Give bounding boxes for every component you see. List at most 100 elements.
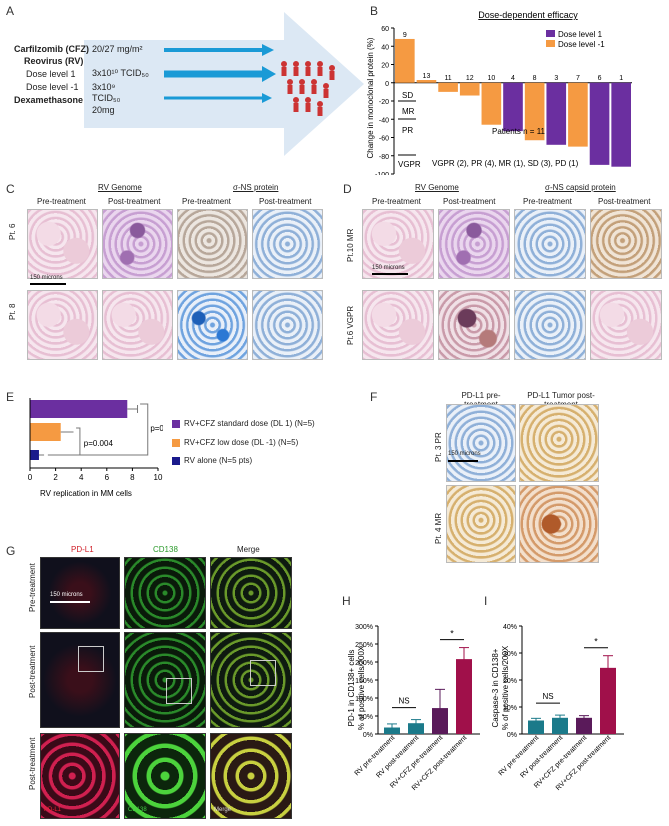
panel-label-h: H	[342, 594, 351, 608]
chart-e-xtick-label: 4	[79, 473, 84, 482]
chart-b-ytick-label: -60	[379, 136, 389, 143]
g-row-2: Post-treatment	[28, 645, 37, 698]
e-legend-2: RV+CFZ low dose (DL -1) (N=5)	[184, 438, 299, 447]
rv-dose-2b: TCID₅₀	[92, 93, 121, 103]
dex-dose: 20mg	[92, 105, 115, 115]
chart-e-bar	[30, 423, 61, 441]
ytick-label: 20%	[503, 678, 517, 685]
chart-b-ytick-label: -40	[379, 117, 389, 124]
g-zoom-box-3	[250, 660, 276, 686]
chart-e-xtick-label: 0	[28, 473, 33, 482]
chart-b-bar	[395, 38, 415, 83]
panel-label-g: G	[6, 544, 16, 558]
chart-b-ytick-label: -100	[375, 172, 389, 175]
f-tile-pt3-pre	[446, 404, 516, 482]
panel-label-c: C	[6, 182, 15, 196]
c-tile-pt8-pre-ns	[177, 290, 248, 360]
bar	[456, 659, 472, 734]
chart-b-bar-label: 12	[466, 75, 474, 82]
ytick-label: 10%	[503, 705, 517, 712]
c-row-2: Pt. 8	[8, 303, 17, 320]
d-col-1: Pre-treatment	[372, 197, 421, 206]
rv-dose-2a: 3x10⁹	[92, 82, 116, 92]
g-scale-label: 150 microns	[50, 592, 83, 598]
chart-e-pvalue-2: p=0.004	[84, 439, 114, 448]
ytick-label: 250%	[355, 642, 373, 649]
d-tile-pt10-pre-ns	[514, 209, 586, 279]
chart-b-ytick-label: 60	[381, 26, 389, 33]
c-scale-label: 150 microns	[30, 275, 63, 281]
ytick-label: 100%	[355, 696, 373, 703]
sig-label-2: *	[450, 629, 454, 639]
e-legend-swatch-3	[172, 457, 180, 465]
g-col-pdl1: PD-L1	[71, 545, 94, 554]
bar	[576, 717, 592, 734]
d-tile-pt10-post-rv	[438, 209, 510, 279]
chart-b-patients: Patients n = 11	[492, 127, 546, 136]
ytick-label: 40%	[503, 624, 517, 631]
g-zoom-label-merge: Merge	[214, 807, 232, 813]
e-legend-3: RV alone (N=5 pts)	[184, 456, 253, 465]
bar	[528, 720, 544, 734]
g-tile-post-pdl1	[40, 632, 120, 728]
chart-b-title: Dose-dependent efficacy	[478, 10, 578, 20]
c-col-2: Post-treatment	[108, 197, 161, 206]
chart-e-xtick-label: 2	[53, 473, 58, 482]
cat-vgpr: VGPR	[398, 160, 421, 169]
c-tile-pt6-post-rv	[102, 209, 173, 279]
g-row-1: Pre-treatment	[28, 563, 37, 612]
chart-b-ytick-label: 0	[385, 81, 389, 88]
d-scale-label: 150 microns	[372, 265, 405, 271]
c-col-4: Post-treatment	[259, 197, 312, 206]
legend-swatch-dlm1	[546, 40, 555, 47]
bar	[408, 723, 424, 734]
chart-b-ytick-label: 20	[381, 63, 389, 70]
g-zoom-label-pdl1: PD-L1	[44, 807, 62, 813]
chart-b-bar-label: 11	[444, 75, 451, 82]
dose-level-m1: Dose level -1	[26, 82, 79, 92]
c-scale-bar	[30, 283, 66, 285]
c-col-1: Pre-treatment	[37, 197, 86, 206]
chart-b-bar-label: 13	[423, 73, 431, 80]
chart-i-ylabel: Caspase-3 in CD138+	[491, 648, 500, 727]
drug-cfz: Carfilzomib (CFZ)	[14, 44, 89, 54]
d-row-2: Pt.6 VGPR	[346, 305, 355, 345]
chart-b-bar-label: 4	[511, 75, 515, 82]
e-legend-swatch-2	[172, 439, 180, 447]
panel-label-f: F	[370, 390, 378, 404]
chart-b-ytick-label: -80	[379, 154, 389, 161]
cat-pr: PR	[402, 126, 413, 135]
g-tile-pre-pdl1	[40, 557, 120, 629]
chart-b-bar	[611, 82, 631, 167]
g-col-merge: Merge	[237, 545, 260, 554]
drug-rv: Reovirus (RV)	[24, 56, 84, 66]
f-tile-pt4-post	[519, 485, 599, 563]
c-tile-pt6-pre-ns	[177, 209, 248, 279]
c-tile-pt6-pre-rv	[27, 209, 98, 279]
bar	[600, 667, 616, 734]
chart-b-bar	[481, 82, 502, 125]
d-header-ns: σ-NS capsid protein	[545, 183, 616, 192]
chart-e-xtick-label: 6	[105, 473, 110, 482]
dose-level-1: Dose level 1	[26, 69, 76, 79]
g-tile-post-cd138	[124, 632, 206, 728]
f-tile-pt4-pre	[446, 485, 516, 563]
panel-b-waterfall-chart: Dose-dependent efficacy Change in monocl…	[366, 10, 632, 175]
chart-e-bracket-2	[47, 427, 81, 456]
ytick-label: 30%	[503, 651, 517, 658]
c-tile-pt8-post-rv	[102, 290, 173, 360]
panel-i-bar-chart: Caspase-3 in CD138+ % of positive cells/…	[491, 624, 624, 792]
d-tile-pt10-post-ns	[590, 209, 662, 279]
chart-b-bar	[524, 82, 545, 141]
chart-b-ytick-label: 40	[381, 44, 389, 51]
chart-e-xlabel: RV replication in MM cells	[40, 489, 132, 498]
c-tile-pt8-pre-rv	[27, 290, 98, 360]
xtick-label: RV pre-treatment	[354, 734, 397, 777]
chart-b-bar	[416, 80, 437, 83]
legend-dl1: Dose level 1	[558, 30, 603, 39]
f-row-2: Pt. 4 MR	[434, 512, 443, 544]
chart-i-ylabel-2: % of positive cells/200X	[501, 645, 510, 730]
chart-e-bar	[30, 450, 39, 460]
